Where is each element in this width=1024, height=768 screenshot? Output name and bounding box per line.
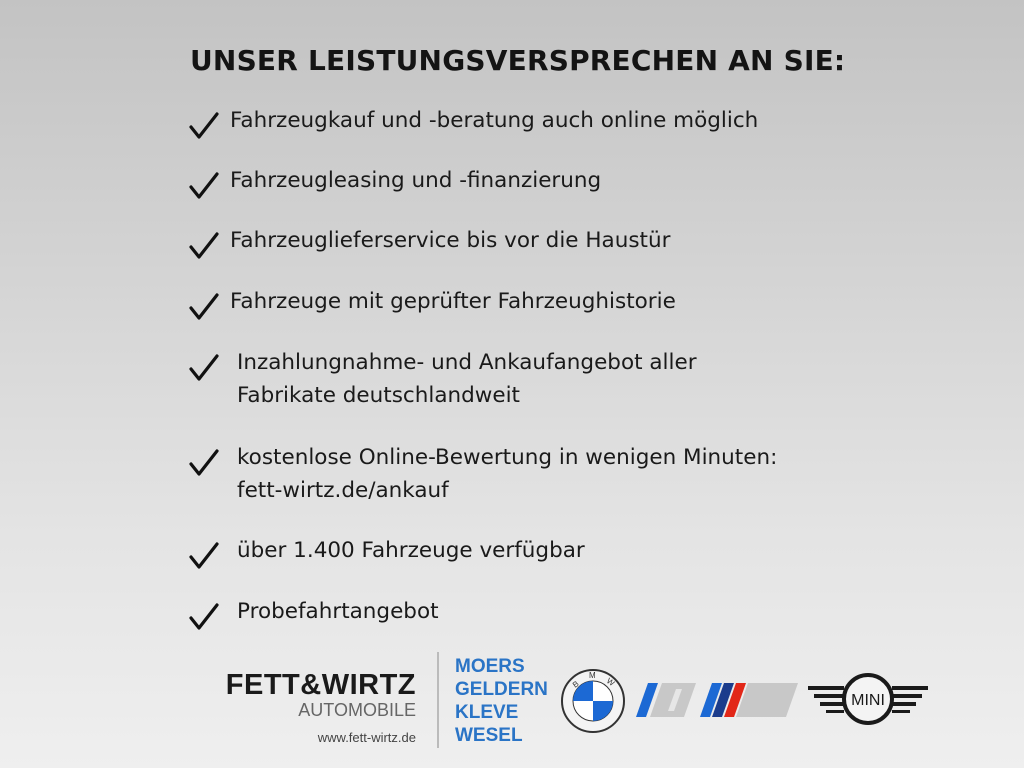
city: MOERS [455, 656, 525, 677]
city-list: MOERS GELDERN KLEVE WESEL [455, 655, 548, 747]
mini-logo-icon: MINI [808, 673, 928, 725]
checkmark-icon [189, 232, 219, 259]
brand-name: FETT&WIRTZ [225, 669, 416, 701]
city: KLEVE [455, 702, 519, 723]
checkmark-icon [189, 354, 219, 381]
brand-sub: AUTOMOBILE [298, 700, 416, 720]
checkmark-icon [189, 172, 219, 199]
checkmark-icon [189, 542, 219, 569]
bmw-m-logo-icon [700, 683, 798, 717]
item-text: Inzahlungnahme- und Ankaufangebot aller F… [237, 346, 697, 412]
item-line: Fabrikate deutschlandweit [237, 383, 520, 408]
item-text: über 1.400 Fahrzeuge verfügbar [237, 534, 585, 567]
item-line: Fahrzeuglieferservice bis vor die Haustü… [230, 228, 671, 253]
svg-text:W: W [605, 676, 617, 688]
bmw-logo-icon: B M W [561, 669, 625, 733]
item-text: Fahrzeugkauf und -beratung auch online m… [230, 104, 758, 137]
city: WESEL [455, 725, 523, 746]
item-line: Inzahlungnahme- und Ankaufangebot aller [237, 350, 697, 375]
item-line: über 1.400 Fahrzeuge verfügbar [237, 538, 585, 563]
list-item: Fahrzeugleasing und -finanzierung [188, 168, 601, 202]
item-text: Fahrzeuge mit geprüfter Fahrzeughistorie [230, 285, 676, 318]
svg-text:M: M [589, 671, 596, 680]
checkmark-icon [189, 112, 219, 139]
item-text: Fahrzeuglieferservice bis vor die Haustü… [230, 224, 670, 257]
item-line: Fahrzeugleasing und -finanzierung [230, 168, 602, 193]
list-item: über 1.400 Fahrzeuge verfügbar [188, 538, 585, 572]
list-item: Fahrzeuglieferservice bis vor die Haustü… [188, 228, 670, 262]
divider [437, 652, 439, 748]
checkmark-icon [189, 603, 219, 630]
svg-text:B: B [571, 679, 581, 689]
item-line: Probefahrtangebot [237, 599, 439, 624]
item-line: kostenlose Online-Bewertung in wenigen M… [237, 445, 778, 470]
checkmark-icon [189, 293, 219, 320]
fett-wirtz-logo: FETT&WIRTZ AUTOMOBILE www.fett-wirtz.de [198, 670, 416, 745]
checkmark-icon [189, 449, 219, 476]
website-url: www.fett-wirtz.de [317, 730, 416, 745]
list-item: kostenlose Online-Bewertung in wenigen M… [188, 445, 777, 507]
mini-text: MINI [851, 692, 885, 709]
list-item: Inzahlungnahme- und Ankaufangebot aller F… [188, 350, 697, 412]
bmw-i-logo-icon [636, 683, 696, 717]
item-text: Fahrzeugleasing und -finanzierung [230, 164, 601, 197]
item-text: kostenlose Online-Bewertung in wenigen M… [237, 441, 777, 507]
list-item: Fahrzeugkauf und -beratung auch online m… [188, 108, 758, 142]
item-text: Probefahrtangebot [237, 595, 439, 628]
item-line: fett-wirtz.de/ankauf [237, 478, 449, 503]
list-item: Fahrzeuge mit geprüfter Fahrzeughistorie [188, 289, 676, 323]
list-item: Probefahrtangebot [188, 599, 439, 633]
page-title: UNSER LEISTUNGSVERSPRECHEN AN SIE: [190, 44, 846, 77]
item-line: Fahrzeugkauf und -beratung auch online m… [230, 108, 759, 133]
city: GELDERN [455, 679, 548, 700]
item-line: Fahrzeuge mit geprüfter Fahrzeughistorie [230, 289, 676, 314]
